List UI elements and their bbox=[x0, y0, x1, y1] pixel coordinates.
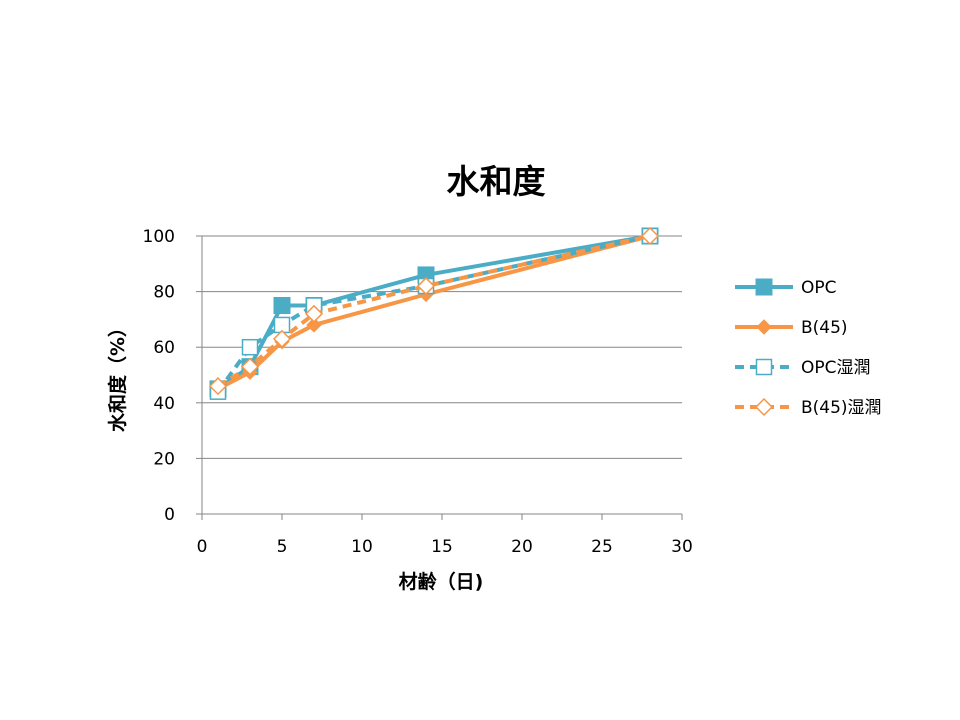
x-tick-label: 0 bbox=[197, 537, 208, 557]
legend-swatch-marker bbox=[755, 358, 773, 376]
legend-swatch-marker bbox=[755, 278, 773, 296]
data-point bbox=[208, 377, 228, 396]
data-point bbox=[416, 276, 436, 296]
data-point bbox=[272, 329, 292, 348]
x-tick-label: 5 bbox=[277, 537, 288, 557]
x-tick-label: 30 bbox=[671, 537, 693, 557]
data-point bbox=[304, 304, 324, 323]
y-tick-label: 100 bbox=[143, 227, 175, 247]
data-point bbox=[240, 357, 260, 376]
grid bbox=[202, 235, 682, 515]
data-point bbox=[273, 297, 291, 314]
y-tick-label: 80 bbox=[153, 283, 175, 303]
legend-label: B(45)湿潤 bbox=[801, 398, 882, 418]
y-axis-title: 水和度（%） bbox=[106, 318, 129, 432]
legend-label: OPC bbox=[801, 278, 837, 298]
y-tick-label: 40 bbox=[153, 394, 175, 414]
legend-swatch-marker bbox=[756, 319, 772, 335]
chart-title: 水和度 bbox=[447, 162, 546, 201]
y-tick-label: 20 bbox=[153, 449, 175, 469]
legend-label: OPC湿潤 bbox=[801, 358, 871, 378]
x-tick-label: 10 bbox=[351, 537, 373, 557]
series-line bbox=[217, 234, 651, 391]
x-axis-title: 材齢（日) bbox=[399, 570, 484, 593]
data-point bbox=[640, 226, 660, 246]
axes: 0 20 40 60 80 100 0 5 10 15 20 25 30 bbox=[143, 227, 693, 557]
data-point bbox=[306, 317, 322, 333]
legend-label: B(45) bbox=[801, 318, 848, 338]
y-tick-label: 0 bbox=[164, 505, 175, 525]
legend-swatch-marker bbox=[754, 397, 774, 417]
series-group bbox=[208, 226, 660, 400]
x-tick-label: 15 bbox=[431, 537, 453, 557]
x-tick-label: 25 bbox=[591, 537, 613, 557]
data-point bbox=[241, 338, 259, 356]
x-tick-label: 20 bbox=[511, 537, 533, 557]
legend: OPC B(45) OPC湿潤 B(45)湿潤 bbox=[735, 278, 882, 418]
y-tick-label: 60 bbox=[153, 338, 175, 358]
